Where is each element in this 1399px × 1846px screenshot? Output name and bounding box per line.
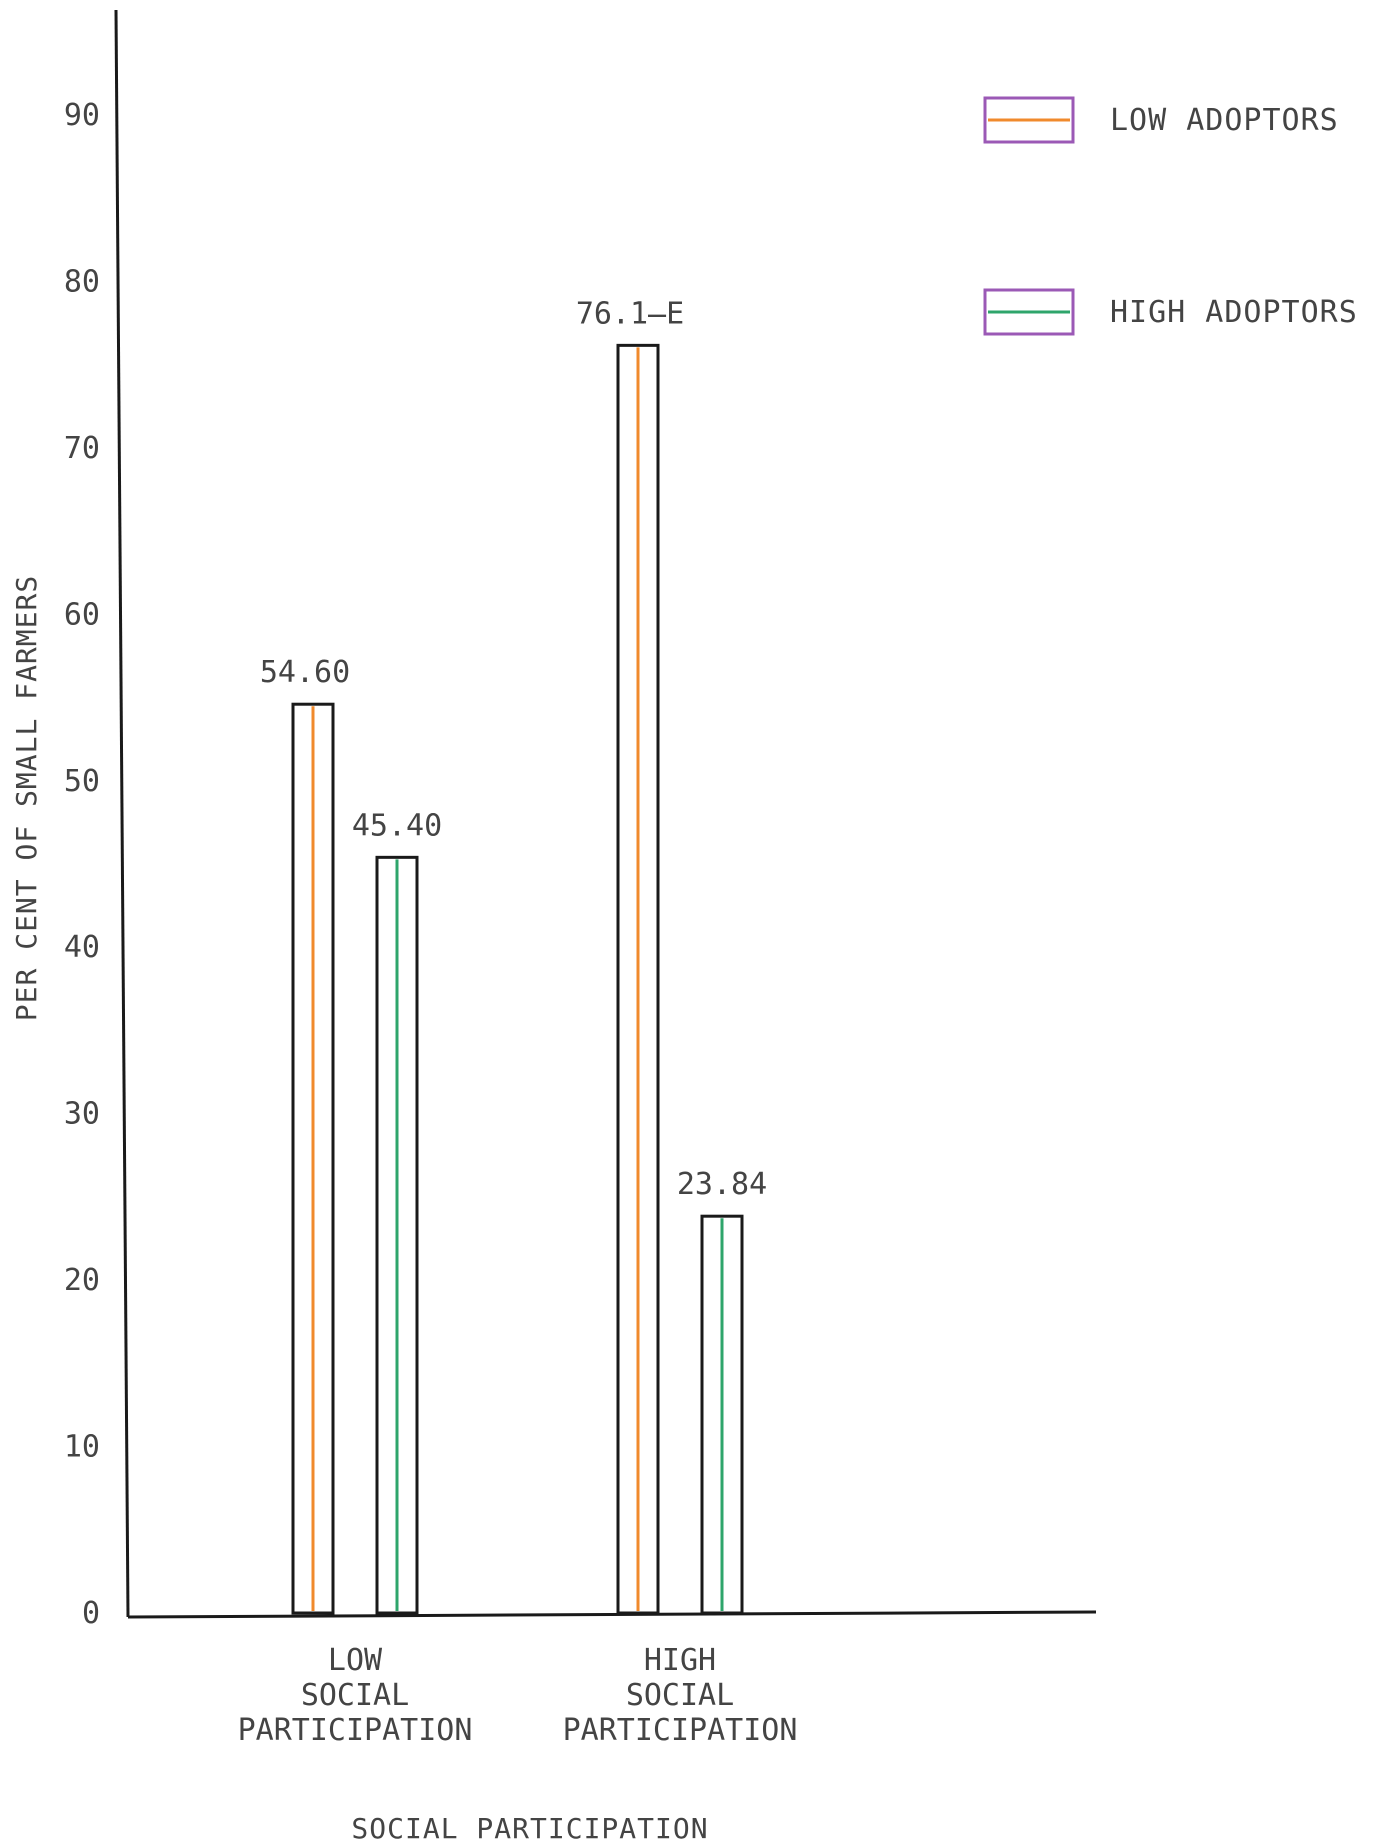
data-label: 76.1̶E	[576, 296, 684, 331]
data-label: 45.40	[352, 808, 442, 843]
data-label: 23.84	[677, 1167, 767, 1202]
y-tick-label: 60	[64, 597, 100, 632]
bar-high-adoptors-low-participation	[375, 855, 419, 1615]
category-label-line: PARTICIPATION	[238, 1713, 473, 1748]
x-axis-line	[127, 1610, 1097, 1619]
category-label-line: HIGH	[644, 1643, 716, 1678]
legend-item-high-adoptors: HIGH ADOPTORS	[983, 288, 1358, 336]
legend-label: LOW ADOPTORS	[1110, 103, 1339, 138]
y-axis-title: PER CENT OF SMALL FARMERS	[10, 575, 43, 1021]
category-labels: LOWSOCIALPARTICIPATIONHIGHSOCIALPARTICIP…	[238, 1643, 798, 1748]
bars	[291, 343, 744, 1615]
y-tick-label: 20	[64, 1263, 100, 1298]
bar-low-adoptors-high-participation	[616, 343, 660, 1615]
y-tick-label: 10	[64, 1430, 100, 1465]
y-tick-label: 30	[64, 1097, 100, 1132]
bar-high-adoptors-high-participation	[700, 1214, 744, 1615]
legend-swatch-box	[983, 288, 1075, 336]
category-label-line: LOW	[328, 1643, 383, 1678]
axes	[114, 9, 1097, 1619]
y-tick-label: 80	[64, 264, 100, 299]
bar-low-adoptors-low-participation	[291, 702, 335, 1615]
legend-swatch-box	[983, 96, 1075, 144]
data-labels: 54.60 76.1̶E 45.40 23.84	[260, 296, 767, 1202]
data-label: 54.60	[260, 655, 350, 690]
legend: LOW ADOPTORS HIGH ADOPTORS	[983, 96, 1358, 336]
y-tick-label: 40	[64, 930, 100, 965]
category-label-line: SOCIAL	[626, 1678, 734, 1713]
y-tick-label: 90	[64, 98, 100, 133]
category-label-line: SOCIAL	[301, 1678, 409, 1713]
y-axis-ticks: 0 10 20 30 40 50 60 70 80 90	[64, 98, 100, 1631]
y-tick-label: 70	[64, 431, 100, 466]
y-tick-label: 50	[64, 764, 100, 799]
x-axis-title: SOCIAL PARTICIPATION	[351, 1812, 708, 1845]
category-label-line: PARTICIPATION	[563, 1713, 798, 1748]
y-axis-line	[114, 9, 130, 1618]
legend-label: HIGH ADOPTORS	[1110, 295, 1358, 330]
legend-item-low-adoptors: LOW ADOPTORS	[983, 96, 1339, 144]
y-tick-label: 0	[82, 1596, 100, 1631]
